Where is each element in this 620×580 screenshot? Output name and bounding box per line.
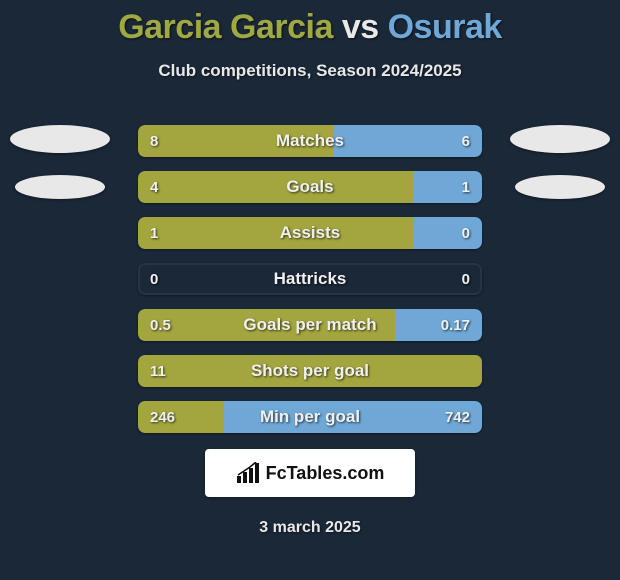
bar-track <box>138 125 482 157</box>
player1-badge-1 <box>10 125 110 153</box>
title-player2: Osurak <box>388 8 502 46</box>
bar-row: 10Assists <box>138 217 482 249</box>
bar-row: 00Hattricks <box>138 263 482 295</box>
logo-box: FcTables.com <box>205 449 415 497</box>
date: 3 march 2025 <box>0 519 620 537</box>
bar-left-fill <box>138 125 334 157</box>
bar-track <box>138 217 482 249</box>
bar-right-fill <box>413 171 482 203</box>
comparison-bars: 86Matches 41Goals 10Assists 00Hattricks 0.50… <box>138 125 482 433</box>
bar-right-fill <box>413 217 482 249</box>
player2-badge-1 <box>510 125 610 153</box>
player2-badge-2 <box>515 175 605 199</box>
bar-left-fill <box>138 171 413 203</box>
bar-left-fill <box>138 355 482 387</box>
bar-left-fill <box>138 401 224 433</box>
fctables-icon <box>236 462 262 484</box>
bar-track <box>138 355 482 387</box>
bar-track <box>138 171 482 203</box>
bar-left-fill <box>138 217 413 249</box>
bar-track <box>138 401 482 433</box>
bar-left-fill <box>138 309 395 341</box>
bar-row: 246742Min per goal <box>138 401 482 433</box>
infographic-container: Garcia Garcia vs Osurak Club competition… <box>0 0 620 580</box>
bar-track <box>138 309 482 341</box>
logo-text: FcTables.com <box>266 463 385 484</box>
subtitle: Club competitions, Season 2024/2025 <box>0 61 620 81</box>
bar-right-fill <box>395 309 482 341</box>
bar-right-fill <box>224 401 482 433</box>
bar-row: 0.50.17Goals per match <box>138 309 482 341</box>
bar-row: 11Shots per goal <box>138 355 482 387</box>
bar-right-fill <box>334 125 482 157</box>
title-vs: vs <box>342 8 379 46</box>
bar-row: 41Goals <box>138 171 482 203</box>
bar-track <box>138 263 482 295</box>
title: Garcia Garcia vs Osurak <box>0 0 620 47</box>
bar-row: 86Matches <box>138 125 482 157</box>
chart-area: 86Matches 41Goals 10Assists 00Hattricks 0.50… <box>0 125 620 433</box>
player1-badge-2 <box>15 175 105 199</box>
title-player1: Garcia Garcia <box>118 8 333 46</box>
